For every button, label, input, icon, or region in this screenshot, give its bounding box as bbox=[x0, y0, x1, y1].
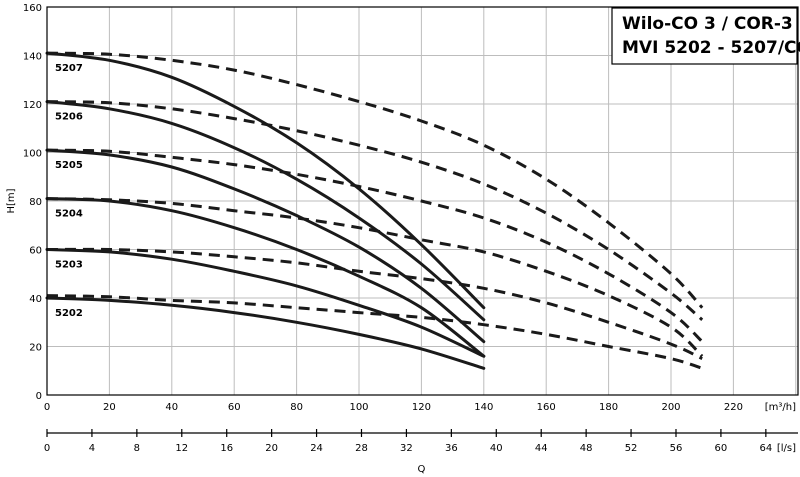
x-tick-label: 100 bbox=[349, 402, 368, 413]
x2-tick-label: 32 bbox=[400, 443, 413, 454]
y-tick-label: 40 bbox=[29, 294, 42, 305]
y-tick-label: 140 bbox=[23, 52, 42, 63]
x2-tick-label: 60 bbox=[715, 443, 728, 454]
x2-tick-label: 64 bbox=[759, 443, 772, 454]
series-label-5206: 5206 bbox=[55, 112, 83, 123]
x2-tick-label: 40 bbox=[490, 443, 503, 454]
x2-tick-label: 4 bbox=[89, 443, 95, 454]
series-5206-solid-line bbox=[45, 100, 486, 322]
series-5204-solid-line bbox=[45, 197, 486, 358]
series-label-5207: 5207 bbox=[55, 63, 83, 74]
title-line-2: MVI 5202 - 5207/CC bbox=[622, 38, 800, 58]
x2-tick-label: 8 bbox=[134, 443, 140, 454]
series-5204-dashed-line bbox=[46, 197, 704, 358]
chart-title: Wilo-CO 3 / COR-3 MVI 5202 - 5207/CC bbox=[611, 7, 800, 65]
y-tick-label: 60 bbox=[29, 246, 42, 257]
series-5203-dashed-line bbox=[46, 247, 703, 360]
x-tick-label: 220 bbox=[724, 402, 743, 413]
x-axis-label: Q bbox=[417, 464, 425, 475]
y-tick-label: 20 bbox=[29, 343, 42, 354]
x2-tick-label: 24 bbox=[310, 443, 323, 454]
curve-labels: 5207 5206 5205 5204 5203 5202 bbox=[55, 63, 83, 319]
x2-tick-label: 56 bbox=[670, 443, 683, 454]
y-tick-label: 120 bbox=[23, 100, 42, 111]
series-5203-solid-line bbox=[45, 248, 486, 358]
x-tick-label: 60 bbox=[228, 402, 241, 413]
x2-tick-label: 20 bbox=[265, 443, 278, 454]
series-label-5205: 5205 bbox=[55, 160, 83, 171]
x-unit-bottom: [l/s] bbox=[777, 443, 796, 454]
x-tick-label: 20 bbox=[103, 402, 116, 413]
series-label-5203: 5203 bbox=[55, 260, 83, 271]
series-5202-dashed-line bbox=[46, 294, 703, 370]
series-5207-solid-line bbox=[45, 51, 486, 310]
x2-tick-label: 36 bbox=[445, 443, 458, 454]
x-tick-label: 140 bbox=[474, 402, 493, 413]
y-axis-label: H[m] bbox=[6, 188, 17, 213]
x2-tick-label: 48 bbox=[580, 443, 593, 454]
x2-tick-label: 16 bbox=[220, 443, 233, 454]
series-label-5202: 5202 bbox=[55, 308, 83, 319]
x-unit-top: [m³/h] bbox=[765, 402, 796, 413]
y-tick-label: 160 bbox=[23, 3, 42, 14]
title-box bbox=[611, 7, 798, 65]
series-5207-dashed-line bbox=[46, 51, 704, 309]
series-label-5204: 5204 bbox=[55, 209, 83, 220]
series-5205-solid-line bbox=[45, 148, 486, 344]
x-tick-label: 40 bbox=[165, 402, 178, 413]
x-tick-label: 80 bbox=[290, 402, 303, 413]
x2-tick-label: 0 bbox=[44, 443, 50, 454]
series-5206-dashed-line bbox=[46, 100, 704, 321]
x-tick-label: 0 bbox=[44, 402, 50, 413]
plot-frame bbox=[46, 6, 799, 396]
x2-tick-label: 12 bbox=[175, 443, 188, 454]
y-tick-label: 0 bbox=[36, 391, 42, 402]
curves bbox=[45, 51, 704, 370]
y-tick-label: 80 bbox=[29, 197, 42, 208]
title-line-1: Wilo-CO 3 / COR-3 bbox=[622, 14, 793, 34]
x-tick-label: 180 bbox=[599, 402, 618, 413]
x-tick-label: 200 bbox=[661, 402, 680, 413]
y-tick-label: 100 bbox=[23, 149, 42, 160]
series-5202-solid-line bbox=[45, 296, 486, 370]
x-tick-label: 160 bbox=[537, 402, 556, 413]
x2-tick-label: 28 bbox=[355, 443, 368, 454]
x2-tick-label: 52 bbox=[625, 443, 638, 454]
series-5205-dashed-line bbox=[46, 148, 704, 343]
x2-tick-label: 44 bbox=[535, 443, 548, 454]
x-tick-label: 120 bbox=[412, 402, 431, 413]
